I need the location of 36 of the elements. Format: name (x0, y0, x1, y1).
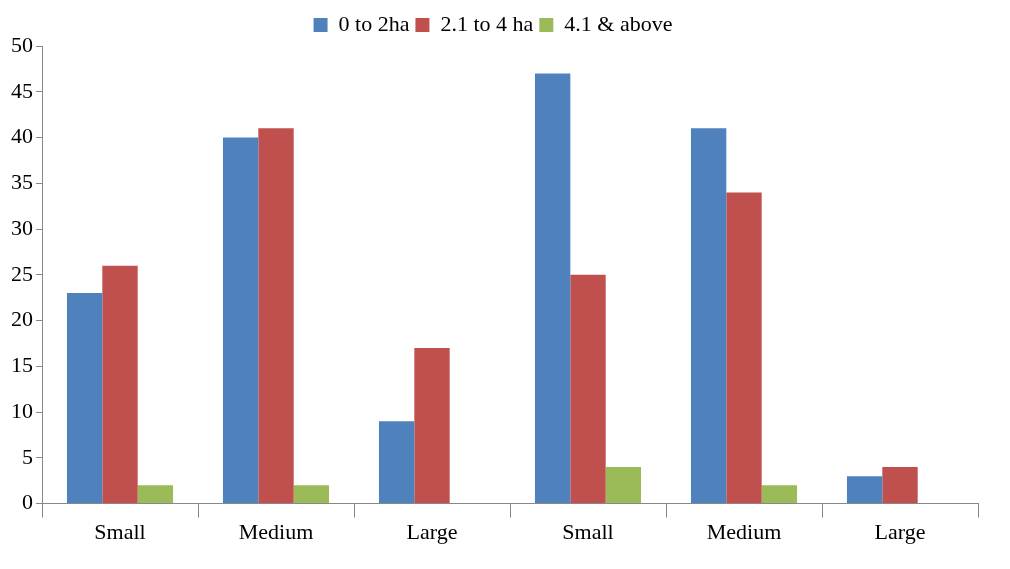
x-tick-label: Medium (238, 518, 314, 544)
y-tick-label: 0 (22, 489, 33, 515)
y-tick-label: 15 (11, 352, 33, 378)
bar (882, 466, 918, 504)
bar (137, 485, 174, 504)
bar (570, 274, 606, 504)
bar (414, 348, 450, 504)
bar (605, 466, 642, 504)
bar (258, 128, 294, 504)
y-tick-label: 20 (11, 306, 33, 332)
y-tick-label: 50 (11, 31, 33, 57)
bar (102, 265, 138, 504)
x-tick-label: Small (94, 518, 146, 544)
bar (690, 128, 727, 504)
legend-label: 0 to 2ha (338, 10, 410, 36)
legend-label: 4.1 & above (564, 10, 673, 36)
bar (761, 485, 798, 504)
bar (66, 293, 103, 504)
bar (378, 421, 415, 504)
x-tick-label: Large (874, 518, 926, 544)
y-tick-label: 25 (11, 260, 33, 286)
bar (222, 137, 259, 504)
y-tick-label: 5 (22, 443, 33, 469)
bar (534, 73, 571, 504)
y-tick-label: 10 (11, 397, 33, 423)
x-tick-label: Small (562, 518, 614, 544)
bar (726, 192, 762, 504)
bar (846, 476, 883, 504)
y-tick-label: 35 (11, 169, 33, 195)
y-tick-label: 40 (11, 123, 33, 149)
x-tick-label: Large (406, 518, 458, 544)
y-tick-label: 45 (11, 77, 33, 103)
x-tick-label: Medium (706, 518, 782, 544)
legend-label: 2.1 to 4 ha (440, 10, 534, 36)
bar (293, 485, 330, 504)
y-tick-label: 30 (11, 214, 33, 240)
